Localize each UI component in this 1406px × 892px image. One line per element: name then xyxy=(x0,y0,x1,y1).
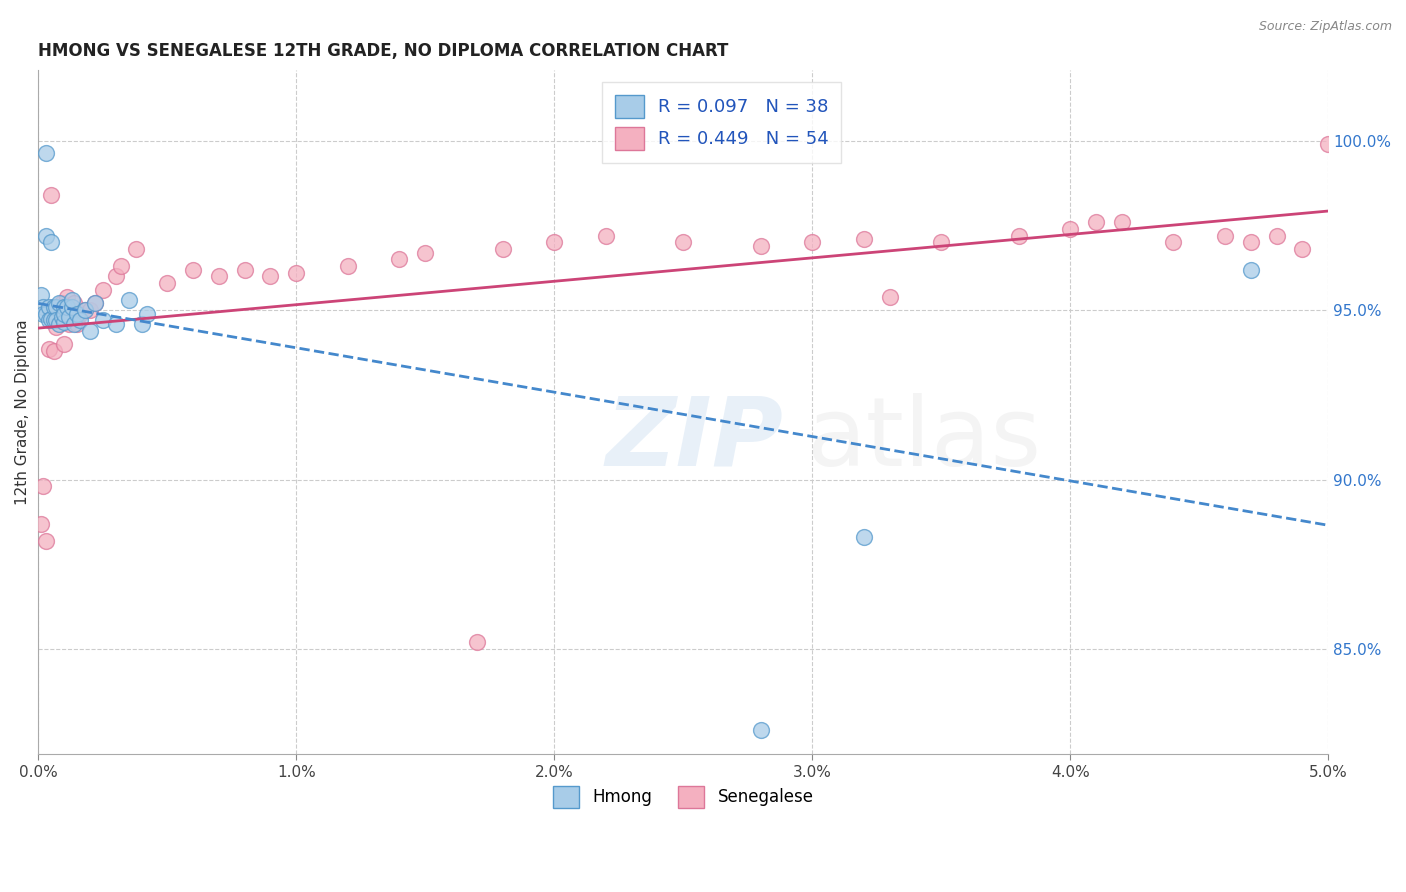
Point xyxy=(749,239,772,253)
Point xyxy=(73,303,96,318)
Point xyxy=(60,300,83,314)
Point xyxy=(38,300,60,314)
Point xyxy=(79,324,101,338)
Point xyxy=(1213,228,1236,243)
Point xyxy=(55,300,77,314)
Point xyxy=(32,479,55,493)
Point xyxy=(117,293,139,307)
Point xyxy=(1240,262,1263,277)
Point xyxy=(45,313,67,327)
Point xyxy=(60,293,83,307)
Point xyxy=(929,235,952,250)
Point xyxy=(413,245,436,260)
Point xyxy=(285,266,308,280)
Point xyxy=(51,296,73,310)
Point xyxy=(91,283,114,297)
Point xyxy=(879,290,901,304)
Point xyxy=(852,530,875,544)
Point xyxy=(233,262,256,277)
Point xyxy=(1240,235,1263,250)
Point xyxy=(39,235,62,250)
Point xyxy=(35,145,58,160)
Y-axis label: 12th Grade, No Diploma: 12th Grade, No Diploma xyxy=(15,319,30,505)
Point xyxy=(42,343,65,358)
Point xyxy=(35,307,58,321)
Point xyxy=(79,303,101,318)
Point xyxy=(135,307,157,321)
Point xyxy=(58,317,80,331)
Point xyxy=(492,242,515,256)
Point xyxy=(259,269,281,284)
Point xyxy=(39,188,62,202)
Point xyxy=(60,303,83,318)
Point xyxy=(1265,228,1288,243)
Point xyxy=(51,310,73,324)
Point xyxy=(388,252,411,267)
Point xyxy=(45,300,67,314)
Point xyxy=(58,310,80,324)
Text: ZIP: ZIP xyxy=(606,392,783,486)
Point xyxy=(84,296,107,310)
Text: atlas: atlas xyxy=(806,392,1040,486)
Point xyxy=(38,313,60,327)
Point xyxy=(55,290,77,304)
Point xyxy=(336,259,359,273)
Point xyxy=(42,300,65,314)
Point xyxy=(1007,228,1029,243)
Point xyxy=(66,307,89,321)
Point xyxy=(42,300,65,314)
Point xyxy=(30,516,52,531)
Point xyxy=(42,313,65,327)
Point xyxy=(801,235,824,250)
Point xyxy=(465,635,488,649)
Point xyxy=(131,317,153,331)
Point xyxy=(53,300,76,314)
Point xyxy=(35,228,58,243)
Point xyxy=(39,311,62,326)
Point xyxy=(91,313,114,327)
Point xyxy=(104,269,127,284)
Point xyxy=(543,235,565,250)
Point xyxy=(1317,137,1340,152)
Point xyxy=(30,288,52,302)
Point xyxy=(84,296,107,310)
Point xyxy=(156,276,179,290)
Point xyxy=(63,317,86,331)
Point xyxy=(48,317,70,331)
Point xyxy=(125,242,148,256)
Point xyxy=(110,259,132,273)
Point xyxy=(32,300,55,314)
Point xyxy=(53,315,76,329)
Point xyxy=(1291,242,1313,256)
Point xyxy=(32,307,55,321)
Point xyxy=(852,232,875,246)
Point xyxy=(69,313,91,327)
Point xyxy=(45,320,67,334)
Point xyxy=(1059,222,1081,236)
Point xyxy=(181,262,204,277)
Point xyxy=(749,723,772,738)
Legend: Hmong, Senegalese: Hmong, Senegalese xyxy=(546,780,820,814)
Point xyxy=(595,228,617,243)
Text: HMONG VS SENEGALESE 12TH GRADE, NO DIPLOMA CORRELATION CHART: HMONG VS SENEGALESE 12TH GRADE, NO DIPLO… xyxy=(38,42,728,60)
Point xyxy=(104,317,127,331)
Text: Source: ZipAtlas.com: Source: ZipAtlas.com xyxy=(1258,20,1392,33)
Point xyxy=(63,296,86,310)
Point xyxy=(672,235,695,250)
Point xyxy=(208,269,231,284)
Point xyxy=(1163,235,1185,250)
Point xyxy=(48,303,70,318)
Point xyxy=(48,296,70,310)
Point xyxy=(38,343,60,357)
Point xyxy=(35,533,58,548)
Point xyxy=(73,303,96,318)
Point xyxy=(69,307,91,321)
Point xyxy=(66,317,89,331)
Point xyxy=(53,307,76,321)
Point xyxy=(53,300,76,314)
Point xyxy=(53,337,76,351)
Point xyxy=(1111,215,1133,229)
Point xyxy=(1084,215,1107,229)
